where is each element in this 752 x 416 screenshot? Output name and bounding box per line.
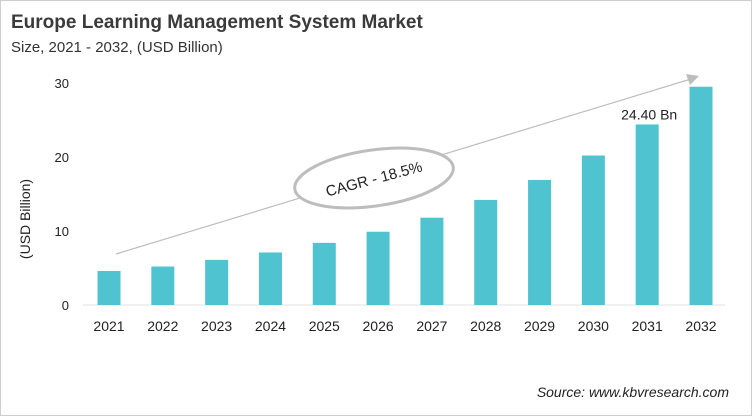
x-tick-label: 2031 [632, 318, 663, 334]
y-axis-label: (USD Billion) [17, 179, 33, 259]
chart-title: Europe Learning Management System Market [11, 12, 423, 33]
x-tick-label: 2025 [309, 318, 340, 334]
x-tick-label: 2023 [201, 318, 232, 334]
x-tick-label: 2027 [416, 318, 447, 334]
bar-2023 [205, 259, 229, 305]
bar-2025 [312, 242, 336, 305]
bar-2027 [420, 217, 444, 305]
bar-2029 [528, 179, 552, 305]
x-tick-label: 2030 [578, 318, 609, 334]
y-tick-label: 20 [55, 150, 69, 165]
bar-2030 [581, 155, 605, 305]
chart-subtitle: Size, 2021 - 2032, (USD Billion) [11, 39, 223, 56]
bar-2026 [366, 231, 390, 305]
source-note: Source: www.kbvresearch.com [536, 384, 729, 400]
trend-arrow-head [686, 74, 699, 85]
x-tick-label: 2028 [470, 318, 501, 334]
bar-2024 [258, 252, 282, 305]
x-tick-label: 2029 [524, 318, 555, 334]
cagr-ellipse [293, 146, 455, 210]
bar-2021 [97, 270, 121, 305]
y-tick-label: 30 [55, 76, 69, 91]
x-tick-label: 2022 [147, 318, 178, 334]
x-tick-label: 2021 [93, 318, 124, 334]
x-tick-label: 2032 [685, 318, 716, 334]
x-tick-label: 2024 [255, 318, 286, 334]
data-label-2031: 24.40 Bn [621, 106, 677, 122]
y-tick-label: 0 [62, 298, 69, 313]
y-tick-label: 10 [55, 224, 69, 239]
bar-2028 [474, 199, 498, 305]
bar-2022 [151, 266, 175, 305]
x-tick-label: 2026 [363, 318, 394, 334]
bar-2032 [689, 86, 713, 305]
bar-2031 [635, 124, 659, 305]
